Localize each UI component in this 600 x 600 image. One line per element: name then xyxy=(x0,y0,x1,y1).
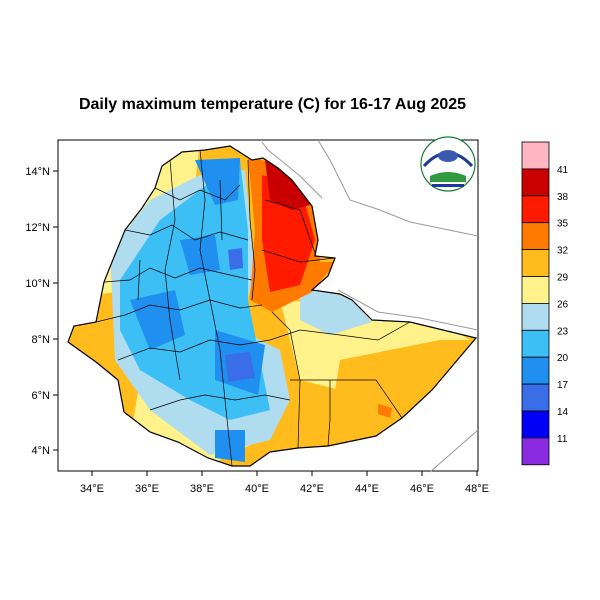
colorbar-swatch xyxy=(521,383,550,412)
lon-tick-label: 46°E xyxy=(410,483,434,495)
colorbar-swatch xyxy=(521,410,550,439)
map-title: Daily maximum temperature (C) for 16-17 … xyxy=(78,96,467,113)
neighbor-borders xyxy=(261,139,479,473)
lon-tick-labels: 34°E 36°E 38°E 40°E 42°E 44°E 46°E 48°E xyxy=(80,483,489,495)
colorbar xyxy=(521,141,550,466)
lat-tick-label: 8°N xyxy=(32,334,51,346)
colorbar-swatch xyxy=(521,276,550,304)
lat-tick-labels: 14°N 12°N 10°N 8°N 6°N 4°N xyxy=(25,166,50,457)
colorbar-label: 23 xyxy=(557,326,569,337)
colorbar-label: 20 xyxy=(557,353,569,364)
lat-ticks xyxy=(53,170,58,451)
lon-tick-label: 36°E xyxy=(135,483,159,495)
colorbar-swatch xyxy=(521,195,550,224)
lat-tick-label: 12°N xyxy=(25,222,50,234)
colorbar-label: 29 xyxy=(557,273,569,284)
colorbar-label: 35 xyxy=(557,219,569,230)
colorbar-swatch xyxy=(521,249,550,277)
colorbar-swatch xyxy=(521,329,550,358)
lat-tick-label: 10°N xyxy=(25,278,50,290)
colorbar-swatch xyxy=(521,437,550,466)
colorbar-labels: 41 38 35 32 29 26 23 20 17 14 11 xyxy=(557,165,569,445)
zone-boundaries xyxy=(95,149,411,467)
colorbar-label: 26 xyxy=(557,299,569,310)
colorbar-label: 11 xyxy=(557,434,568,445)
lon-tick-label: 48°E xyxy=(465,483,489,495)
lon-tick-label: 44°E xyxy=(355,483,379,495)
lat-tick-label: 4°N xyxy=(32,445,51,457)
colorbar-swatch xyxy=(521,356,550,385)
colorbar-swatch xyxy=(521,222,550,250)
colorbar-swatch xyxy=(521,141,550,170)
lon-tick-label: 38°E xyxy=(190,483,214,495)
lon-tick-label: 40°E xyxy=(245,483,269,495)
lon-ticks xyxy=(91,471,478,476)
colorbar-label: 32 xyxy=(557,246,569,257)
lat-tick-label: 14°N xyxy=(25,166,50,178)
colorbar-label: 17 xyxy=(557,380,569,391)
colorbar-swatch xyxy=(521,302,550,331)
ethiopia-outline xyxy=(67,145,478,467)
colorbar-label: 38 xyxy=(557,192,569,203)
colorbar-swatch xyxy=(521,168,550,197)
colorbar-label: 14 xyxy=(557,407,569,418)
colorbar-label: 41 xyxy=(557,165,569,176)
lon-tick-label: 42°E xyxy=(300,483,324,495)
lat-tick-label: 6°N xyxy=(32,390,51,402)
ethiopian-meteorology-logo-icon xyxy=(420,136,476,192)
lon-tick-label: 34°E xyxy=(80,483,104,495)
